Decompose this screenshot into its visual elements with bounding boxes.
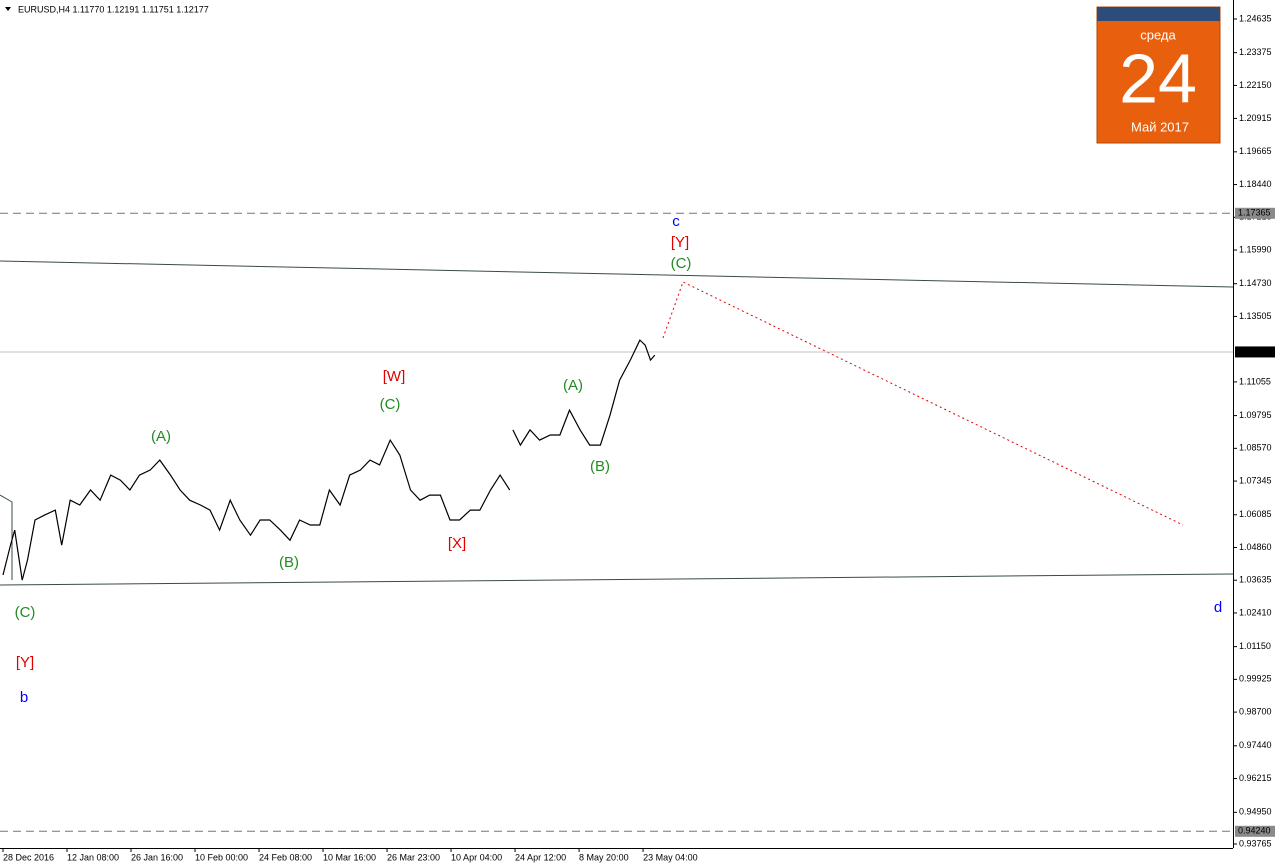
wave-label: [W] (383, 368, 406, 385)
price-line (512, 339, 656, 447)
wave-label: d (1214, 599, 1222, 616)
y-tick-label: 0.93765 (1239, 838, 1272, 848)
y-tick-label: 0.94950 (1239, 807, 1272, 817)
y-tick-label: 0.97440 (1239, 740, 1272, 750)
y-tick-label: 1.08570 (1239, 443, 1272, 453)
x-tick-label: 24 Apr 12:00 (515, 852, 566, 862)
wave-label: (B) (590, 458, 610, 475)
wave-label: b (20, 689, 28, 706)
wave-label: (A) (151, 428, 171, 445)
price-line (2, 438, 511, 581)
menu-triangle (5, 7, 11, 11)
chart-title: EURUSD,H4 1.11770 1.12191 1.11751 1.1217… (18, 4, 209, 14)
trend-line-lower (0, 573, 1234, 586)
calendar-day: 24 (1119, 39, 1197, 117)
y-tick-label: 1.11055 (1239, 376, 1271, 386)
y-tick-label: 1.15990 (1239, 244, 1272, 254)
y-tick-label: 1.01150 (1239, 641, 1271, 651)
x-tick-label: 10 Feb 00:00 (195, 852, 248, 862)
x-tick-label: 24 Feb 08:00 (259, 852, 312, 862)
wave-label: c (672, 213, 680, 230)
y-tick-label: 0.96215 (1239, 773, 1272, 783)
x-tick-label: 12 Jan 08:00 (67, 852, 119, 862)
y-tick-label: 1.13505 (1239, 311, 1272, 321)
y-tick-label: 1.07345 (1239, 475, 1272, 485)
trend-line-left (0, 494, 13, 580)
trend-line-upper (0, 260, 1234, 288)
x-tick-label: 26 Mar 23:00 (387, 852, 440, 862)
y-tick-label: 1.23375 (1239, 47, 1272, 57)
x-tick-label: 10 Apr 04:00 (451, 852, 502, 862)
y-tick-label: 1.03635 (1239, 575, 1272, 585)
y-tick-label: 1.04860 (1239, 542, 1272, 552)
projection-line (662, 281, 1184, 526)
y-tick-label: 1.22150 (1239, 80, 1272, 90)
level-label: 0.94240 (1238, 826, 1271, 836)
x-tick-label: 26 Jan 16:00 (131, 852, 183, 862)
y-tick-label: 1.02410 (1239, 607, 1272, 617)
level-label-box (1235, 346, 1275, 358)
wave-label: (C) (671, 255, 692, 272)
calendar-weekday: среда (1140, 27, 1176, 42)
y-tick-label: 1.20915 (1239, 113, 1272, 123)
y-tick-label: 1.19665 (1239, 146, 1272, 156)
y-tick-label: 1.14730 (1239, 278, 1272, 288)
level-label: 1.17365 (1238, 208, 1271, 218)
x-tick-label: 8 May 20:00 (579, 852, 629, 862)
wave-label: [X] (448, 535, 466, 552)
y-tick-label: 0.99925 (1239, 674, 1272, 684)
level-label: 1.12177 (1238, 346, 1271, 356)
x-tick-label: 10 Mar 16:00 (323, 852, 376, 862)
wave-label: (A) (563, 377, 583, 394)
calendar-month: Май 2017 (1131, 119, 1189, 134)
x-tick-label: 28 Dec 2016 (3, 852, 54, 862)
x-tick-label: 23 May 04:00 (643, 852, 698, 862)
wave-label: [Y] (16, 654, 34, 671)
wave-label: (C) (15, 604, 36, 621)
y-tick-label: 0.98700 (1239, 706, 1272, 716)
level-label-box (1235, 825, 1275, 837)
calendar: среда 24 Май 2017 (1096, 6, 1221, 144)
wave-label: (C) (380, 396, 401, 413)
y-tick-label: 1.24635 (1239, 13, 1272, 23)
y-tick-label: 1.09795 (1239, 410, 1272, 420)
calendar-rings (1097, 7, 1220, 21)
y-tick-label: 1.06085 (1239, 509, 1272, 519)
wave-label: (B) (279, 554, 299, 571)
wave-label: [Y] (671, 234, 689, 251)
level-label-box (1235, 207, 1275, 219)
y-tick-label: 1.18440 (1239, 179, 1272, 189)
